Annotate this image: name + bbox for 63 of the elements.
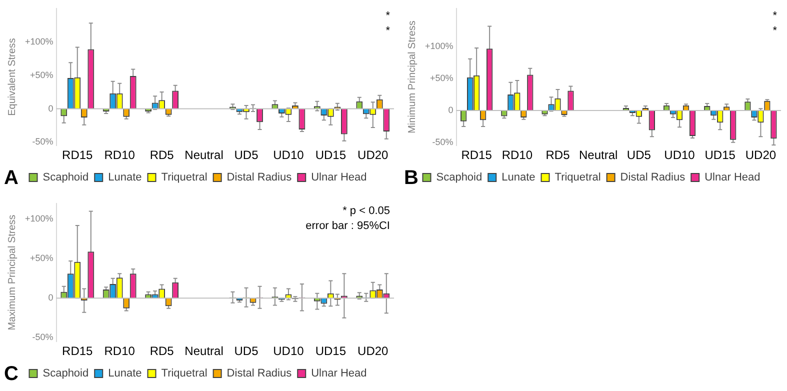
text: B [404, 167, 418, 190]
y-axis-title: Equivalent Stress [6, 38, 18, 116]
legend-label: Triquetral [161, 172, 208, 184]
legend-label: Lunate [108, 172, 142, 184]
annotation: error bar : 95%CI [306, 220, 390, 232]
x-tick-label: UD10 [273, 344, 304, 358]
legend-label: Ulnar Head [704, 172, 760, 184]
legend-label: Scaphoid [42, 368, 89, 380]
x-tick-label: RD10 [502, 148, 533, 162]
y-tick-label: +100% [24, 36, 54, 46]
x-tick-label: UD20 [745, 148, 776, 162]
x-tick-label: RD5 [150, 148, 174, 162]
x-tick-label: RD5 [546, 148, 570, 162]
x-tick-label: UD10 [664, 148, 696, 162]
annotation: * [772, 24, 778, 37]
y-tick-label: -50% [32, 136, 54, 147]
y-tick-label: 0 [48, 103, 54, 114]
legend-label: Distal Radius [620, 172, 686, 184]
legend-label: Ulnar Head [311, 172, 367, 184]
x-tick-label: UD15 [315, 148, 346, 162]
y-axis-title: Maximum Principal Stress [6, 214, 18, 330]
text: C [4, 363, 18, 386]
legend-label: Lunate [108, 368, 142, 380]
y-tick-label: 0 [48, 292, 54, 303]
legend-label: Scaphoid [42, 172, 89, 184]
y-tick-label: +100% [24, 214, 54, 224]
annotation: * [772, 10, 778, 22]
legend-label: Distal Radius [226, 172, 292, 184]
annotation: * [386, 10, 391, 22]
x-tick-label: RD5 [150, 344, 174, 358]
x-tick-label: UD20 [358, 344, 389, 358]
y-tick-label: -50% [32, 332, 54, 342]
x-tick-label: Neutral [184, 344, 224, 358]
x-tick-label: RD15 [62, 148, 94, 162]
x-tick-label: UD15 [704, 148, 736, 162]
y-tick-label: 0 [448, 104, 454, 115]
legend-label: Scaphoid [436, 172, 482, 184]
x-tick-label: Neutral [579, 148, 618, 162]
legend-label: Distal Radius [226, 368, 292, 380]
legend-label: Triquetral [161, 368, 208, 380]
legend-label: Ulnar Head [311, 368, 367, 380]
x-tick-label: UD5 [234, 344, 259, 358]
x-tick-label: Neutral [184, 148, 224, 162]
x-tick-label: RD10 [104, 148, 136, 162]
x-tick-label: UD20 [358, 148, 389, 162]
legend-label: Lunate [502, 172, 536, 184]
text: A [4, 167, 18, 190]
y-tick-label: +50% [30, 70, 54, 80]
x-tick-label: RD15 [461, 148, 492, 162]
y-tick-label: +50% [30, 253, 54, 264]
x-tick-label: UD15 [315, 344, 346, 358]
x-tick-label: RD15 [62, 344, 94, 358]
x-tick-label: UD5 [234, 148, 259, 162]
x-tick-label: RD10 [104, 344, 136, 358]
y-axis-title: Minimum Principal Stress [406, 20, 418, 134]
y-tick-label: -50% [432, 136, 454, 147]
y-tick-label: +100% [424, 41, 454, 52]
legend-label: Triquetral [554, 172, 601, 184]
annotation: * [386, 24, 391, 37]
y-tick-label: +50% [430, 73, 454, 84]
x-tick-label: UD10 [273, 148, 304, 162]
annotation: * p < 0.05 [342, 204, 390, 217]
x-tick-label: UD5 [626, 148, 652, 162]
